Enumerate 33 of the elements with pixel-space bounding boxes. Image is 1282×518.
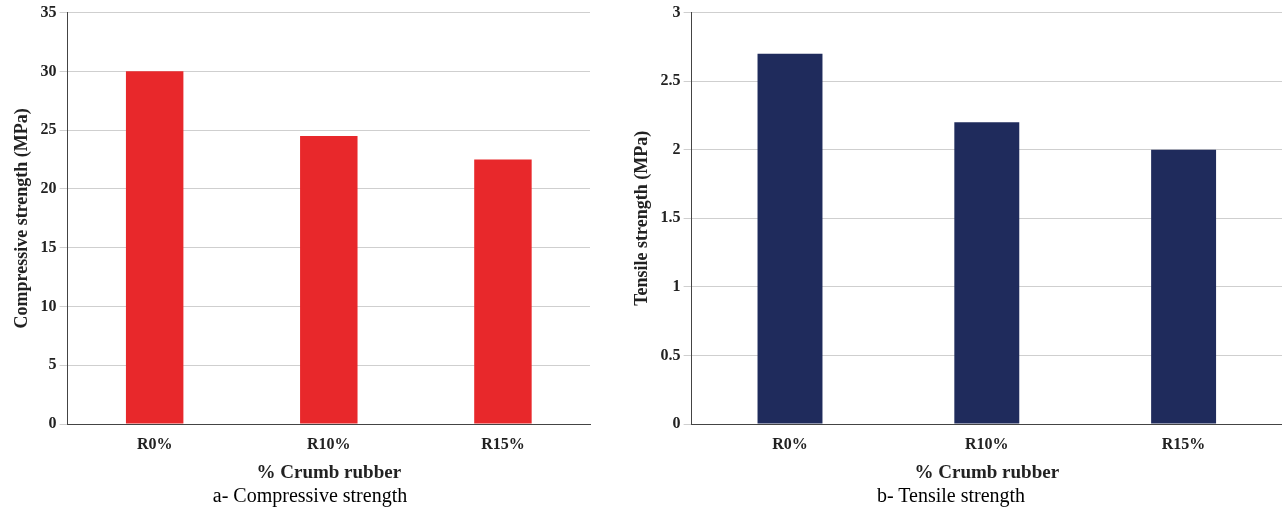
y-tick-label: 5 <box>48 355 57 373</box>
y-tick-label: 2.5 <box>660 71 681 89</box>
x-axis-title: % Crumb rubber <box>256 460 402 482</box>
y-axis-title: Compressive strength (MPa) <box>11 108 33 329</box>
y-tick-label: 0 <box>48 414 57 432</box>
y-tick-label: 3 <box>672 2 681 20</box>
x-tick-label: R15% <box>481 434 525 452</box>
x-tick-label: R0% <box>772 434 808 452</box>
bar <box>757 53 823 424</box>
y-tick-label: 20 <box>40 179 57 197</box>
y-tick-label: 0 <box>672 414 681 432</box>
x-tick-label: R0% <box>136 434 173 452</box>
y-tick-label: 1.5 <box>660 208 681 226</box>
bar <box>474 159 532 424</box>
y-tick-label: 30 <box>40 61 57 79</box>
text: b- Tensile strength <box>875 484 1027 507</box>
y-tick-label: 15 <box>40 237 57 255</box>
bar <box>1151 149 1217 424</box>
x-tick-label: R10% <box>307 434 351 452</box>
text: a- Compressive strength <box>211 484 409 507</box>
y-tick-label: 2 <box>672 139 681 157</box>
bar <box>300 136 358 424</box>
bar <box>125 71 184 424</box>
bar <box>954 122 1020 424</box>
x-tick-label: R10% <box>965 434 1009 452</box>
y-tick-label: 35 <box>40 2 57 20</box>
y-tick-label: 10 <box>40 296 57 314</box>
y-tick-label: 25 <box>40 120 57 138</box>
y-tick-label: 0.5 <box>660 345 681 363</box>
x-axis-title: % Crumb rubber <box>914 460 1060 482</box>
x-tick-label: R15% <box>1161 434 1206 452</box>
y-tick-label: 1 <box>672 277 681 295</box>
y-axis-title: Tensile strength (MPa) <box>631 130 653 306</box>
